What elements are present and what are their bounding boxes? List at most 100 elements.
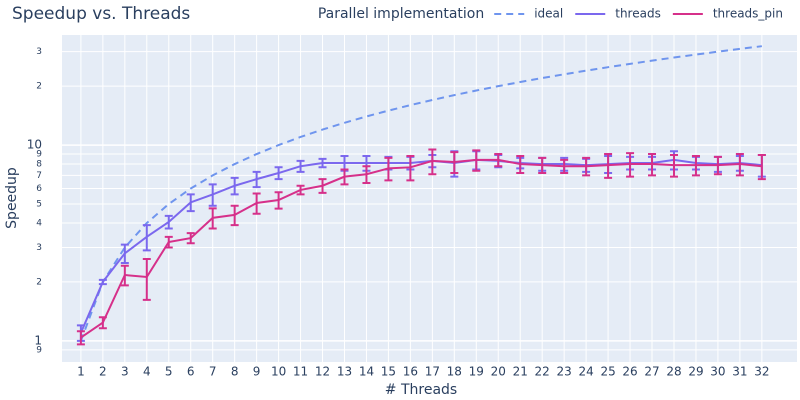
x-tick-label: 17	[425, 365, 440, 379]
x-tick-label: 8	[231, 365, 239, 379]
error-bar	[560, 158, 569, 175]
x-tick-label: 18	[447, 365, 462, 379]
x-tick-label: 25	[600, 365, 615, 379]
x-tick-label: 5	[165, 365, 173, 379]
error-bar	[757, 153, 766, 181]
error-bar	[472, 149, 481, 172]
error-bar	[428, 148, 437, 176]
x-tick-label: 9	[253, 365, 261, 379]
x-tick-label: 20	[491, 365, 506, 379]
error-bar	[362, 165, 371, 185]
y-axis-title: Speedup	[4, 167, 20, 229]
x-tick-label: 12	[315, 365, 330, 379]
error-bar	[406, 154, 415, 182]
error-bar	[669, 153, 678, 178]
y-tick-label: 9	[36, 150, 42, 160]
x-axis-title: # Threads	[385, 382, 457, 398]
legend-label: threads	[615, 7, 661, 21]
error-bar	[186, 193, 195, 213]
error-bar	[450, 151, 459, 175]
y-tick-label: 3	[36, 243, 42, 253]
y-tick-label: 4	[36, 218, 42, 228]
x-tick-label: 31	[732, 365, 747, 379]
error-bar	[384, 156, 393, 182]
x-tick-label: 32	[754, 365, 769, 379]
error-bar	[164, 214, 173, 230]
x-tick-label: 2	[99, 365, 107, 379]
error-bar	[230, 204, 239, 227]
series-line	[79, 158, 762, 334]
error-bar	[76, 330, 85, 346]
x-tick-label: 16	[403, 365, 418, 379]
y-tick-label: 2	[36, 277, 42, 287]
legend-label: threads_pin	[713, 7, 783, 21]
x-tick-label: 10	[271, 365, 286, 379]
error-bar	[604, 153, 613, 179]
error-bar	[318, 178, 327, 194]
error-bar	[296, 184, 305, 196]
error-bar	[186, 232, 195, 245]
x-tick-label: 1	[77, 365, 85, 379]
error-bar	[208, 207, 217, 230]
x-tick-label: 24	[578, 365, 593, 379]
x-tick-label: 27	[644, 365, 659, 379]
series-line	[80, 158, 762, 339]
error-bar	[142, 224, 151, 252]
error-bar	[98, 278, 107, 286]
error-bar	[98, 316, 107, 330]
x-tick-label: 26	[622, 365, 637, 379]
x-tick-label: 21	[513, 365, 528, 379]
series-line	[79, 45, 762, 342]
error-bar	[252, 170, 261, 189]
y-tick-label: 10	[27, 138, 42, 152]
y-tick-label: 5	[36, 200, 42, 210]
error-bar	[296, 159, 305, 173]
error-bar	[713, 155, 722, 176]
x-tick-label: 14	[359, 365, 374, 379]
error-bar	[120, 264, 129, 287]
error-bar	[208, 183, 217, 207]
x-tick-label: 4	[143, 365, 151, 379]
error-bar	[274, 166, 283, 181]
y-tick-label: 6	[36, 184, 42, 194]
x-tick-label: 28	[666, 365, 681, 379]
error-bar	[582, 156, 591, 177]
error-bar	[691, 154, 700, 177]
x-tick-label: 7	[209, 365, 217, 379]
y-tick-label: 2	[36, 82, 42, 92]
plot-area	[62, 35, 797, 362]
x-tick-label: 30	[710, 365, 725, 379]
x-tick-label: 19	[469, 365, 484, 379]
legend-title: Parallel implementation	[318, 6, 484, 22]
error-bar	[648, 153, 657, 177]
y-tick-label: 9	[36, 345, 42, 355]
error-bar	[538, 156, 547, 175]
error-bar	[120, 243, 129, 264]
error-bar	[252, 192, 261, 215]
y-tick-label: 7	[36, 171, 42, 181]
x-tick-label: 13	[337, 365, 352, 379]
chart-title: Speedup vs. Threads	[12, 4, 190, 24]
error-bar	[494, 153, 503, 168]
error-bar	[318, 157, 327, 169]
y-tick-label: 8	[36, 160, 42, 170]
error-bar	[735, 153, 744, 177]
error-bar	[516, 154, 525, 175]
x-tick-label: 11	[293, 365, 308, 379]
error-bar	[142, 257, 151, 301]
legend-label: ideal	[534, 7, 563, 21]
error-bar	[626, 152, 635, 178]
x-tick-label: 6	[187, 365, 195, 379]
error-bar	[164, 235, 173, 249]
y-tick-label: 1	[34, 333, 42, 347]
x-tick-label: 3	[121, 365, 129, 379]
error-bar	[340, 168, 349, 186]
x-tick-label: 23	[557, 365, 572, 379]
x-tick-label: 15	[381, 365, 396, 379]
error-bar	[230, 176, 239, 196]
x-tick-label: 29	[688, 365, 703, 379]
error-bar	[274, 191, 283, 210]
x-tick-label: 22	[535, 365, 550, 379]
y-tick-label: 3	[36, 47, 42, 57]
